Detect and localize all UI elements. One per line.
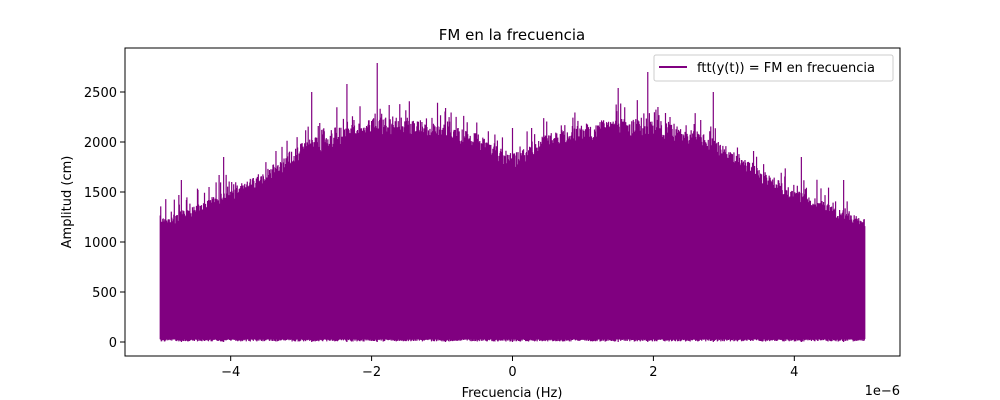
y-tick-label: 0 bbox=[109, 336, 117, 351]
x-axis: −4 −2 0 2 4 bbox=[221, 356, 798, 380]
y-tick-label: 1000 bbox=[84, 236, 117, 251]
chart-title: FM en la frecuencia bbox=[439, 26, 585, 44]
y-tick-label: 1500 bbox=[84, 186, 117, 201]
x-axis-offset-label: 1e−6 bbox=[865, 384, 900, 399]
y-tick-label: 500 bbox=[92, 286, 117, 301]
x-axis-label: Frecuencia (Hz) bbox=[462, 386, 563, 400]
y-axis: 0 500 1000 1500 2000 2500 bbox=[84, 86, 125, 351]
legend-box bbox=[653, 54, 894, 82]
series-body-fm bbox=[160, 252, 865, 340]
legend: ftt(y(t)) = FM en frecuencia bbox=[653, 54, 894, 82]
x-tick-label: 0 bbox=[508, 365, 516, 380]
legend-label: ftt(y(t)) = FM en frecuencia bbox=[697, 61, 875, 76]
x-tick-label: −2 bbox=[362, 365, 381, 380]
y-axis-label: Amplitud (cm) bbox=[60, 156, 75, 249]
plot-area bbox=[159, 63, 866, 342]
y-tick-label: 2500 bbox=[84, 86, 117, 101]
y-tick-label: 2000 bbox=[84, 136, 117, 151]
x-tick-label: 2 bbox=[649, 365, 657, 380]
x-tick-label: 4 bbox=[790, 365, 798, 380]
x-tick-label: −4 bbox=[221, 365, 240, 380]
